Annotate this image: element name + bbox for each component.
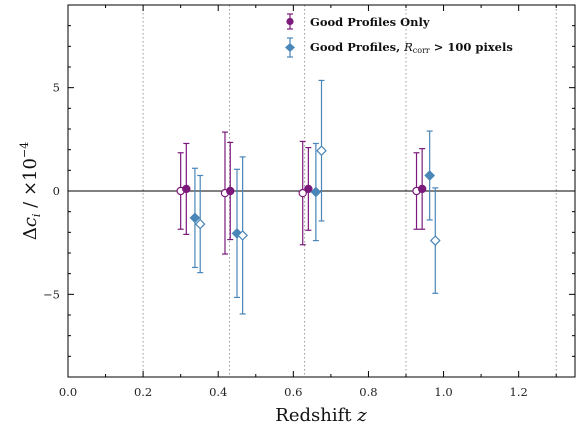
y-tick-label: −5	[43, 287, 60, 301]
rcorr-point	[237, 156, 248, 315]
y-tick-label: 5	[53, 81, 60, 95]
legend-marker-good-profiles	[286, 13, 294, 30]
y-axis-title: Δci / ×10−4	[18, 142, 43, 240]
x-tick-label: 0.6	[284, 385, 302, 399]
good-profiles-point	[298, 140, 307, 246]
good-profiles-point	[226, 141, 235, 241]
good-profiles-point	[417, 148, 427, 230]
legend-label-rcorr: Good Profiles, Rcorr > 100 pixels	[310, 40, 513, 55]
rcorr-point	[429, 187, 441, 294]
point-marker	[226, 186, 235, 196]
point-marker	[237, 230, 248, 241]
legend-label-good-profiles: Good Profiles Only	[310, 15, 430, 29]
plot-frame	[67, 4, 576, 378]
x-tick-label: 0.2	[134, 385, 152, 399]
x-tick-label: 0.0	[59, 385, 77, 399]
x-tick-label: 1.0	[434, 385, 452, 399]
x-tick-label: 1.2	[510, 385, 528, 399]
rcorr-point	[424, 130, 436, 221]
point-marker	[298, 188, 307, 198]
rcorr-point	[189, 167, 201, 269]
point-marker	[316, 145, 327, 157]
rcorr-point	[316, 79, 327, 222]
rcorr-point	[194, 174, 206, 274]
good-profiles-point	[220, 131, 230, 255]
point-marker	[417, 184, 427, 194]
x-tick-label: 0.4	[209, 385, 227, 399]
point-marker	[182, 184, 191, 194]
good-profiles-point	[182, 142, 191, 235]
legend-marker-rcorr	[285, 37, 295, 58]
point-marker	[231, 228, 243, 239]
good-profiles-point	[304, 147, 313, 231]
axis-ticks: 0.0 0.2 0.4 0.6 0.8 1.0 1.2 −5 0 5	[43, 5, 575, 399]
legend: Good Profiles Only Good Profiles, Rcorr …	[285, 13, 513, 58]
x-axis-title: Redshift z	[275, 405, 367, 426]
point-marker	[424, 170, 436, 181]
data-points	[176, 79, 441, 315]
point-marker	[304, 184, 313, 194]
point-marker	[310, 186, 322, 198]
y-tick-label: 0	[53, 184, 60, 198]
rcorr-point	[310, 142, 322, 242]
point-marker	[189, 212, 201, 224]
point-marker	[194, 218, 206, 230]
point-marker	[429, 235, 441, 246]
rcorr-point	[231, 168, 243, 299]
x-tick-label: 0.8	[359, 385, 377, 399]
